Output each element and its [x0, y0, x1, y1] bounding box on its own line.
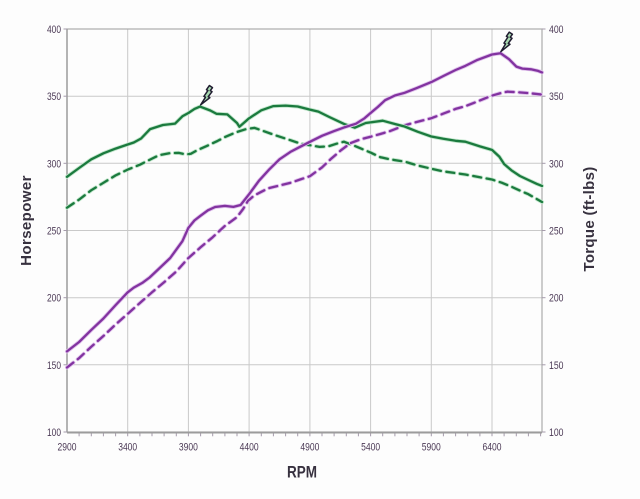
svg-text:5400: 5400	[361, 442, 380, 454]
svg-text:100: 100	[47, 427, 61, 439]
svg-text:6400: 6400	[483, 442, 502, 454]
svg-text:300: 300	[549, 158, 564, 170]
svg-text:250: 250	[47, 226, 61, 238]
svg-text:350: 350	[549, 91, 564, 103]
svg-text:4400: 4400	[240, 442, 259, 454]
svg-text:Horsepower: Horsepower	[18, 175, 35, 266]
svg-text:100: 100	[549, 427, 564, 439]
svg-text:3400: 3400	[118, 442, 137, 454]
svg-text:150: 150	[47, 360, 61, 372]
svg-text:350: 350	[47, 91, 61, 103]
svg-text:250: 250	[549, 226, 564, 238]
svg-text:400: 400	[549, 24, 564, 36]
svg-text:200: 200	[549, 293, 564, 305]
svg-text:RPM: RPM	[287, 463, 317, 482]
svg-text:Torque (ft-lbs): Torque (ft-lbs)	[581, 166, 598, 271]
svg-text:5900: 5900	[422, 442, 441, 454]
svg-text:2900: 2900	[58, 442, 77, 454]
svg-text:150: 150	[549, 360, 564, 372]
svg-text:3900: 3900	[179, 442, 198, 454]
svg-text:200: 200	[47, 293, 61, 305]
svg-text:300: 300	[47, 158, 61, 170]
svg-text:400: 400	[47, 24, 61, 36]
svg-text:4900: 4900	[300, 442, 319, 454]
